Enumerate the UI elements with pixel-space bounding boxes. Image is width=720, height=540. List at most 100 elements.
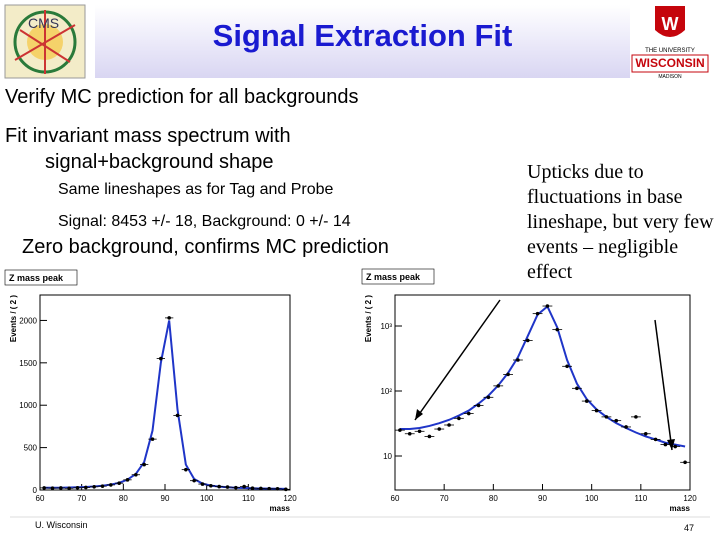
data-point: [267, 486, 271, 491]
data-point: [594, 408, 599, 413]
plot-title: Z mass peak: [9, 273, 64, 283]
x-tick-label: 110: [242, 494, 255, 503]
arrowhead: [667, 439, 675, 450]
bullet: Verify MC prediction for all backgrounds: [5, 86, 359, 108]
x-tick-label: 120: [683, 494, 697, 503]
slide-title: Signal Extraction Fit: [212, 18, 513, 53]
data-point: [437, 427, 442, 431]
data-point: [457, 416, 461, 421]
sub-bullet: Signal: 8453 +/- 18, Background: 0 +/- 1…: [58, 213, 351, 230]
data-point: [59, 486, 63, 490]
data-point: [284, 487, 288, 492]
data-point: [84, 485, 88, 490]
data-point: [75, 485, 80, 490]
plot: 60 70 80 90 100 110 120 10 10² 10³ mass Events / ( …: [358, 265, 698, 515]
data-point: [417, 429, 422, 434]
data-point: [134, 472, 138, 477]
bullet: Zero background, confirms MC prediction: [22, 236, 389, 258]
x-tick-label: 100: [585, 494, 599, 503]
data-point: [50, 486, 55, 490]
plot-background: [0, 265, 320, 515]
data-point: [259, 486, 263, 491]
data-point: [200, 482, 205, 486]
data-point: [624, 425, 628, 429]
x-tick-label: 70: [77, 494, 86, 503]
arrow: [654, 319, 673, 451]
data-point: [242, 484, 246, 489]
data-point: [109, 483, 113, 487]
x-tick-label: 60: [391, 494, 400, 503]
plot-title-box: [4, 269, 78, 286]
data-point: [535, 311, 540, 316]
data-point: [663, 442, 668, 447]
y-axis-label: Events / ( 2 ): [9, 295, 18, 342]
logo-line: WISCONSIN: [635, 56, 704, 70]
plot: 60 70 80 90 100 110 120 0 500 1000 1500 2000 mass Eve…: [0, 265, 320, 515]
y-tick-label: 10: [383, 452, 392, 461]
data-point: [407, 431, 412, 436]
data-point: [643, 431, 648, 436]
x-tick-label: 90: [538, 494, 547, 503]
page-number: 47: [684, 523, 694, 533]
data-point: [125, 478, 130, 482]
logo-line: MADISON: [658, 74, 682, 80]
data-point: [427, 434, 432, 439]
logo-line: THE UNIVERSITY: [645, 48, 695, 54]
data-point: [159, 356, 163, 361]
data-point: [250, 486, 255, 490]
svg-text:W: W: [662, 14, 679, 34]
x-tick-label: 70: [440, 494, 449, 503]
data-point: [545, 304, 550, 308]
x-tick-label: 80: [119, 494, 128, 503]
data-point: [516, 358, 520, 362]
data-point: [584, 399, 589, 403]
wisconsin-logo: W THE UNIVERSITY WISCONSIN MADISON: [631, 6, 709, 80]
plot-background: [358, 265, 698, 515]
data-point: [150, 437, 155, 441]
data-point: [614, 418, 619, 423]
data-point: [92, 484, 96, 489]
data-point: [486, 395, 491, 400]
x-tick-label: 80: [489, 494, 498, 503]
data-point: [234, 485, 238, 490]
title-banner: [95, 5, 630, 78]
data-point: [653, 437, 658, 442]
data-point: [555, 327, 560, 332]
data-point: [398, 428, 402, 432]
data-point: [217, 484, 221, 489]
fit-curve: [399, 304, 686, 448]
data-point: [275, 487, 280, 491]
y-axis-label: Events / ( 2 ): [364, 295, 373, 342]
cms-text: CMS: [28, 15, 59, 31]
bullet: Fit invariant mass spectrum with signal+…: [5, 125, 291, 173]
data-point: [142, 462, 146, 467]
data-point: [100, 484, 105, 488]
data-point: [575, 386, 579, 391]
data-point: [634, 415, 638, 419]
y-tick-label: 1500: [19, 359, 37, 368]
data-point: [184, 467, 188, 472]
data-point: [683, 460, 687, 465]
data-point: [192, 478, 196, 483]
data-point: [525, 338, 530, 343]
data-point: [496, 384, 501, 388]
data-point: [604, 415, 609, 419]
x-tick-label: 60: [36, 494, 45, 503]
y-tick-label: 1000: [19, 401, 37, 410]
x-tick-label: 110: [634, 494, 647, 503]
plots: 60 70 80 90 100 110 120 0 500 1000 1500 2000 mass Eve…: [0, 265, 698, 515]
x-tick-label: 120: [283, 494, 297, 503]
data-point: [565, 364, 569, 369]
data-point: [673, 444, 678, 449]
data-point: [225, 485, 230, 489]
data-point: [42, 486, 46, 490]
y-tick-label: 10³: [380, 322, 392, 331]
x-axis-label: mass: [670, 504, 691, 513]
plot-title-box: [361, 268, 435, 285]
y-tick-label: 500: [24, 444, 38, 453]
plot-title: Z mass peak: [366, 272, 421, 282]
x-axis-label: mass: [270, 504, 291, 513]
y-tick-label: 10²: [380, 387, 392, 396]
